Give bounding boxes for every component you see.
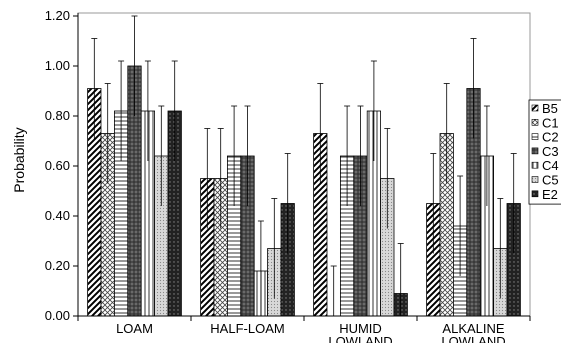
y-tick-label: 0.40 [45,208,70,223]
x-category-label: ALKALINE [442,321,504,336]
y-tick-label: 0.80 [45,108,70,123]
legend-label: C2 [542,130,559,145]
legend-label: C4 [542,158,559,173]
x-category-label: LOWLAND [328,334,392,343]
y-tick-label: 0.00 [45,308,70,323]
legend-swatch [531,190,539,198]
legend-label: C3 [542,144,559,159]
legend-swatch [531,161,539,169]
x-category-label: HUMID [339,321,382,336]
y-tick-label: 0.20 [45,258,70,273]
x-category-label: HALF-LOAM [210,321,284,336]
y-axis-title: Probability [11,127,27,192]
legend-swatch [531,104,539,112]
x-category-label: LOWLAND [441,334,505,343]
legend-swatch [531,133,539,140]
legend-swatch [531,119,539,126]
legend-label: B5 [542,101,558,116]
y-tick-label: 1.20 [45,8,70,23]
y-tick-label: 1.00 [45,58,70,73]
legend-label: E2 [542,187,558,202]
legend-swatch [531,176,539,183]
legend-label: C5 [542,173,559,188]
legend-swatch [531,147,539,155]
x-category-label: LOAM [116,321,153,336]
legend-label: C1 [542,115,559,130]
y-tick-label: 0.60 [45,158,70,173]
